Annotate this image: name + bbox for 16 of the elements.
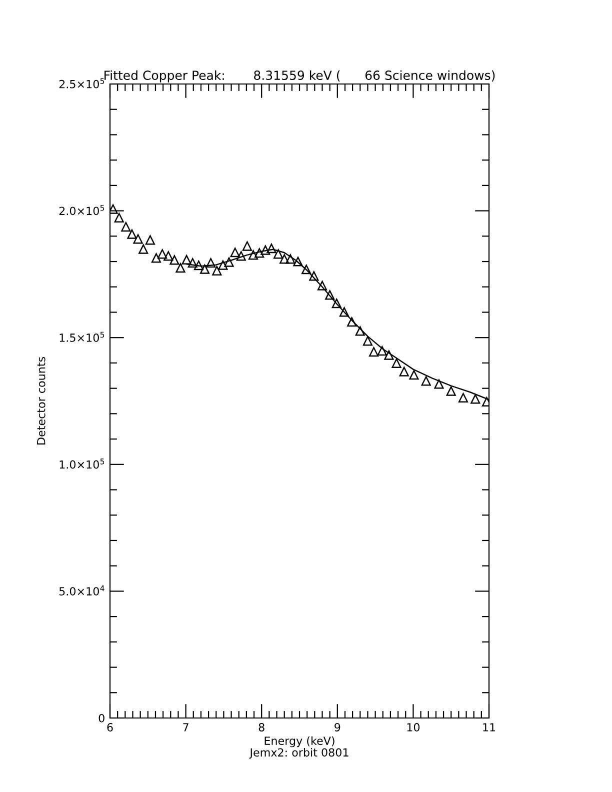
chart-title: Fitted Copper Peak: 8.31559 keV ( 66 Science windows) xyxy=(104,70,495,82)
x-tick-label: 6 xyxy=(107,723,113,732)
y-axis-title: Detector counts xyxy=(37,357,46,444)
x-tick-label: 10 xyxy=(407,723,420,732)
y-tick-label: 0 xyxy=(98,714,104,722)
y-tick-label: 2.0×10$^{5}$ xyxy=(59,205,104,216)
x-tick-label: 11 xyxy=(483,723,496,732)
y-tick-label: 2.5×10$^{5}$ xyxy=(59,78,104,88)
y-tick-label: 1.5×10$^{5}$ xyxy=(60,332,104,342)
x-tick-label: 8 xyxy=(258,723,264,732)
y-tick-label: 1.0×10$^{5}$ xyxy=(60,458,104,469)
x-axis-title: Energy (keV) xyxy=(264,736,334,748)
x-tick-label: 9 xyxy=(334,723,340,732)
text: Jemx2: orbit 0801 xyxy=(249,748,348,759)
y-tick-label: 5.0×10$^{4}$ xyxy=(59,585,104,596)
x-tick-label: 7 xyxy=(183,723,188,732)
